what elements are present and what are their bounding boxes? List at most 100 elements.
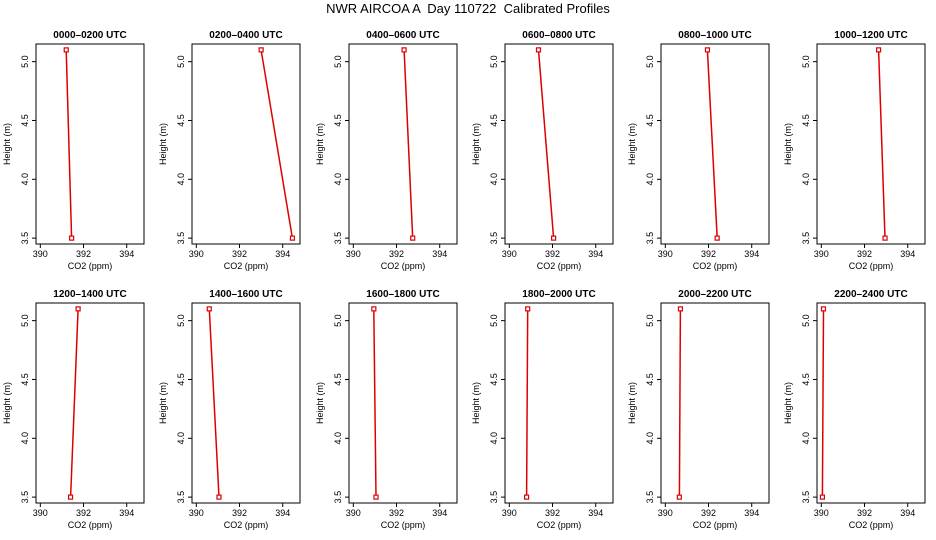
panel-8-point-1 — [206, 306, 212, 312]
panel-8-x-tick-label-390: 390 — [189, 508, 204, 518]
panel-5-x-tick-label-390: 390 — [658, 249, 673, 259]
panel-5-x-tick-label-394: 394 — [744, 249, 759, 259]
panel-2-x-axis-label: CO2 (ppm) — [224, 261, 269, 271]
panel-8-x-tick-label-394: 394 — [275, 508, 290, 518]
panel-10-y-axis-label: Height (m) — [471, 382, 481, 424]
panel-9-title: 1600–1800 UTC — [366, 289, 439, 300]
panel-6-y-tick-label-1: 4.0 — [801, 173, 811, 186]
panel-5-point-1 — [704, 47, 711, 53]
panel-2-point-2 — [289, 235, 296, 241]
panel-7-x-tick-label-392: 392 — [76, 508, 91, 518]
panel-3-y-axis-label: Height (m) — [315, 123, 325, 165]
panel-6-y-tick-label-3: 5.0 — [801, 55, 811, 68]
panel-9-profile-line — [373, 308, 377, 498]
panel-7-y-tick-label-2: 4.5 — [20, 373, 30, 386]
panel-4-y-axis-label: Height (m) — [471, 123, 481, 165]
panel-1-y-tick-label-0: 3.5 — [20, 232, 30, 245]
panel-3-y-tick-label-3: 5.0 — [333, 55, 343, 68]
panel-12-x-tick-label-392: 392 — [857, 508, 872, 518]
panel-10-profile-line — [525, 308, 529, 498]
panel-9-point-2 — [373, 494, 379, 500]
panel-2-y-axis-label: Height (m) — [158, 123, 168, 165]
panel-1-x-axis-label: CO2 (ppm) — [68, 261, 113, 271]
panel-3-profile-line — [403, 49, 414, 239]
panel-1-x-tick-label-390: 390 — [33, 249, 48, 259]
panel-7-x-tick-label-390: 390 — [33, 508, 48, 518]
panel-10-x-axis-label: CO2 (ppm) — [537, 520, 582, 530]
panel-4-x-tick-label-392: 392 — [545, 249, 560, 259]
panel-12-point-1 — [820, 306, 827, 312]
panel-9-y-tick-label-1: 4.0 — [333, 432, 343, 445]
panel-4-title: 0600–0800 UTC — [522, 30, 595, 41]
panel-5-y-tick-label-2: 4.5 — [645, 114, 655, 127]
panel-4-profile-line — [537, 49, 555, 239]
panel-12-title: 2200–2400 UTC — [834, 289, 907, 300]
panel-10-x-tick-label-390: 390 — [502, 508, 517, 518]
main-title: NWR AIRCOA A Day 110722 Calibrated Profi… — [326, 1, 610, 16]
panel-6-y-tick-label-2: 4.5 — [801, 114, 811, 127]
panel-11-point-1 — [677, 306, 684, 312]
panel-5-title: 0800–1000 UTC — [678, 30, 751, 41]
panel-1-y-tick-label-1: 4.0 — [20, 173, 30, 186]
panel-6-frame — [816, 43, 926, 245]
panel-6-x-tick-label-392: 392 — [857, 249, 872, 259]
panel-12-y-tick-label-3: 5.0 — [801, 314, 811, 327]
panel-3-y-tick-label-2: 4.5 — [333, 114, 343, 127]
panel-2-y-tick-label-2: 4.5 — [176, 114, 186, 127]
panel-8-y-axis-label: Height (m) — [158, 382, 168, 424]
panel-4-y-tick-label-2: 4.5 — [489, 114, 499, 127]
panel-6-x-tick-label-390: 390 — [814, 249, 829, 259]
panel-4-point-1 — [535, 47, 542, 53]
panel-1-x-tick-label-394: 394 — [119, 249, 134, 259]
panel-9-y-tick-label-2: 4.5 — [333, 373, 343, 386]
panel-5-x-tick-label-392: 392 — [701, 249, 716, 259]
panel-3-x-axis-label: CO2 (ppm) — [381, 261, 426, 271]
panel-12-x-tick-label-390: 390 — [814, 508, 829, 518]
panel-4-point-2 — [550, 235, 557, 241]
panel-4-x-tick-label-394: 394 — [588, 249, 603, 259]
panel-5-y-axis-label: Height (m) — [627, 123, 637, 165]
panel-6-point-1 — [875, 47, 882, 53]
panel-4-x-axis-label: CO2 (ppm) — [537, 261, 582, 271]
panel-10-y-tick-label-3: 5.0 — [489, 314, 499, 327]
panel-9-frame — [348, 302, 458, 504]
panel-11-y-tick-label-0: 3.5 — [645, 491, 655, 504]
panel-12-y-axis-label: Height (m) — [783, 382, 793, 424]
panel-11-y-tick-label-3: 5.0 — [645, 314, 655, 327]
panel-11-title: 2000–2200 UTC — [678, 289, 751, 300]
panel-1-point-2 — [69, 235, 75, 241]
panel-12-x-axis-label: CO2 (ppm) — [849, 520, 894, 530]
panel-8-y-tick-label-2: 4.5 — [176, 373, 186, 386]
panel-3-point-2 — [410, 235, 416, 241]
panel-2-title: 0200–0400 UTC — [209, 30, 282, 41]
panel-8-profile-line — [208, 308, 220, 498]
panel-10-y-tick-label-1: 4.0 — [489, 432, 499, 445]
panel-11-point-2 — [676, 494, 682, 500]
panel-10-frame — [504, 302, 614, 504]
panel-5-x-axis-label: CO2 (ppm) — [693, 261, 738, 271]
panel-9-x-axis-label: CO2 (ppm) — [381, 520, 426, 530]
panel-5-y-tick-label-0: 3.5 — [645, 232, 655, 245]
panel-11-x-axis-label: CO2 (ppm) — [693, 520, 738, 530]
panel-10-point-2 — [523, 494, 530, 500]
panel-1-y-tick-label-3: 5.0 — [20, 55, 30, 68]
panel-9-x-tick-label-392: 392 — [389, 508, 404, 518]
panel-7-y-tick-label-0: 3.5 — [20, 491, 30, 504]
panel-4-y-tick-label-3: 5.0 — [489, 55, 499, 68]
panel-5-profile-line — [706, 49, 718, 239]
panel-7-x-tick-label-394: 394 — [119, 508, 134, 518]
panel-3-title: 0400–0600 UTC — [366, 30, 439, 41]
panel-4-x-tick-label-390: 390 — [502, 249, 517, 259]
panel-12-frame — [816, 302, 926, 504]
panel-2-x-tick-label-394: 394 — [275, 249, 290, 259]
panel-6-y-tick-label-0: 3.5 — [801, 232, 811, 245]
panel-12-x-tick-label-394: 394 — [900, 508, 915, 518]
panel-9-x-tick-label-390: 390 — [346, 508, 361, 518]
panel-10-y-tick-label-2: 4.5 — [489, 373, 499, 386]
panel-8-y-tick-label-0: 3.5 — [176, 491, 186, 504]
panel-7-y-tick-label-3: 5.0 — [20, 314, 30, 327]
panel-11-x-tick-label-394: 394 — [744, 508, 759, 518]
panel-11-y-tick-label-2: 4.5 — [645, 373, 655, 386]
panel-1-frame — [35, 43, 145, 245]
